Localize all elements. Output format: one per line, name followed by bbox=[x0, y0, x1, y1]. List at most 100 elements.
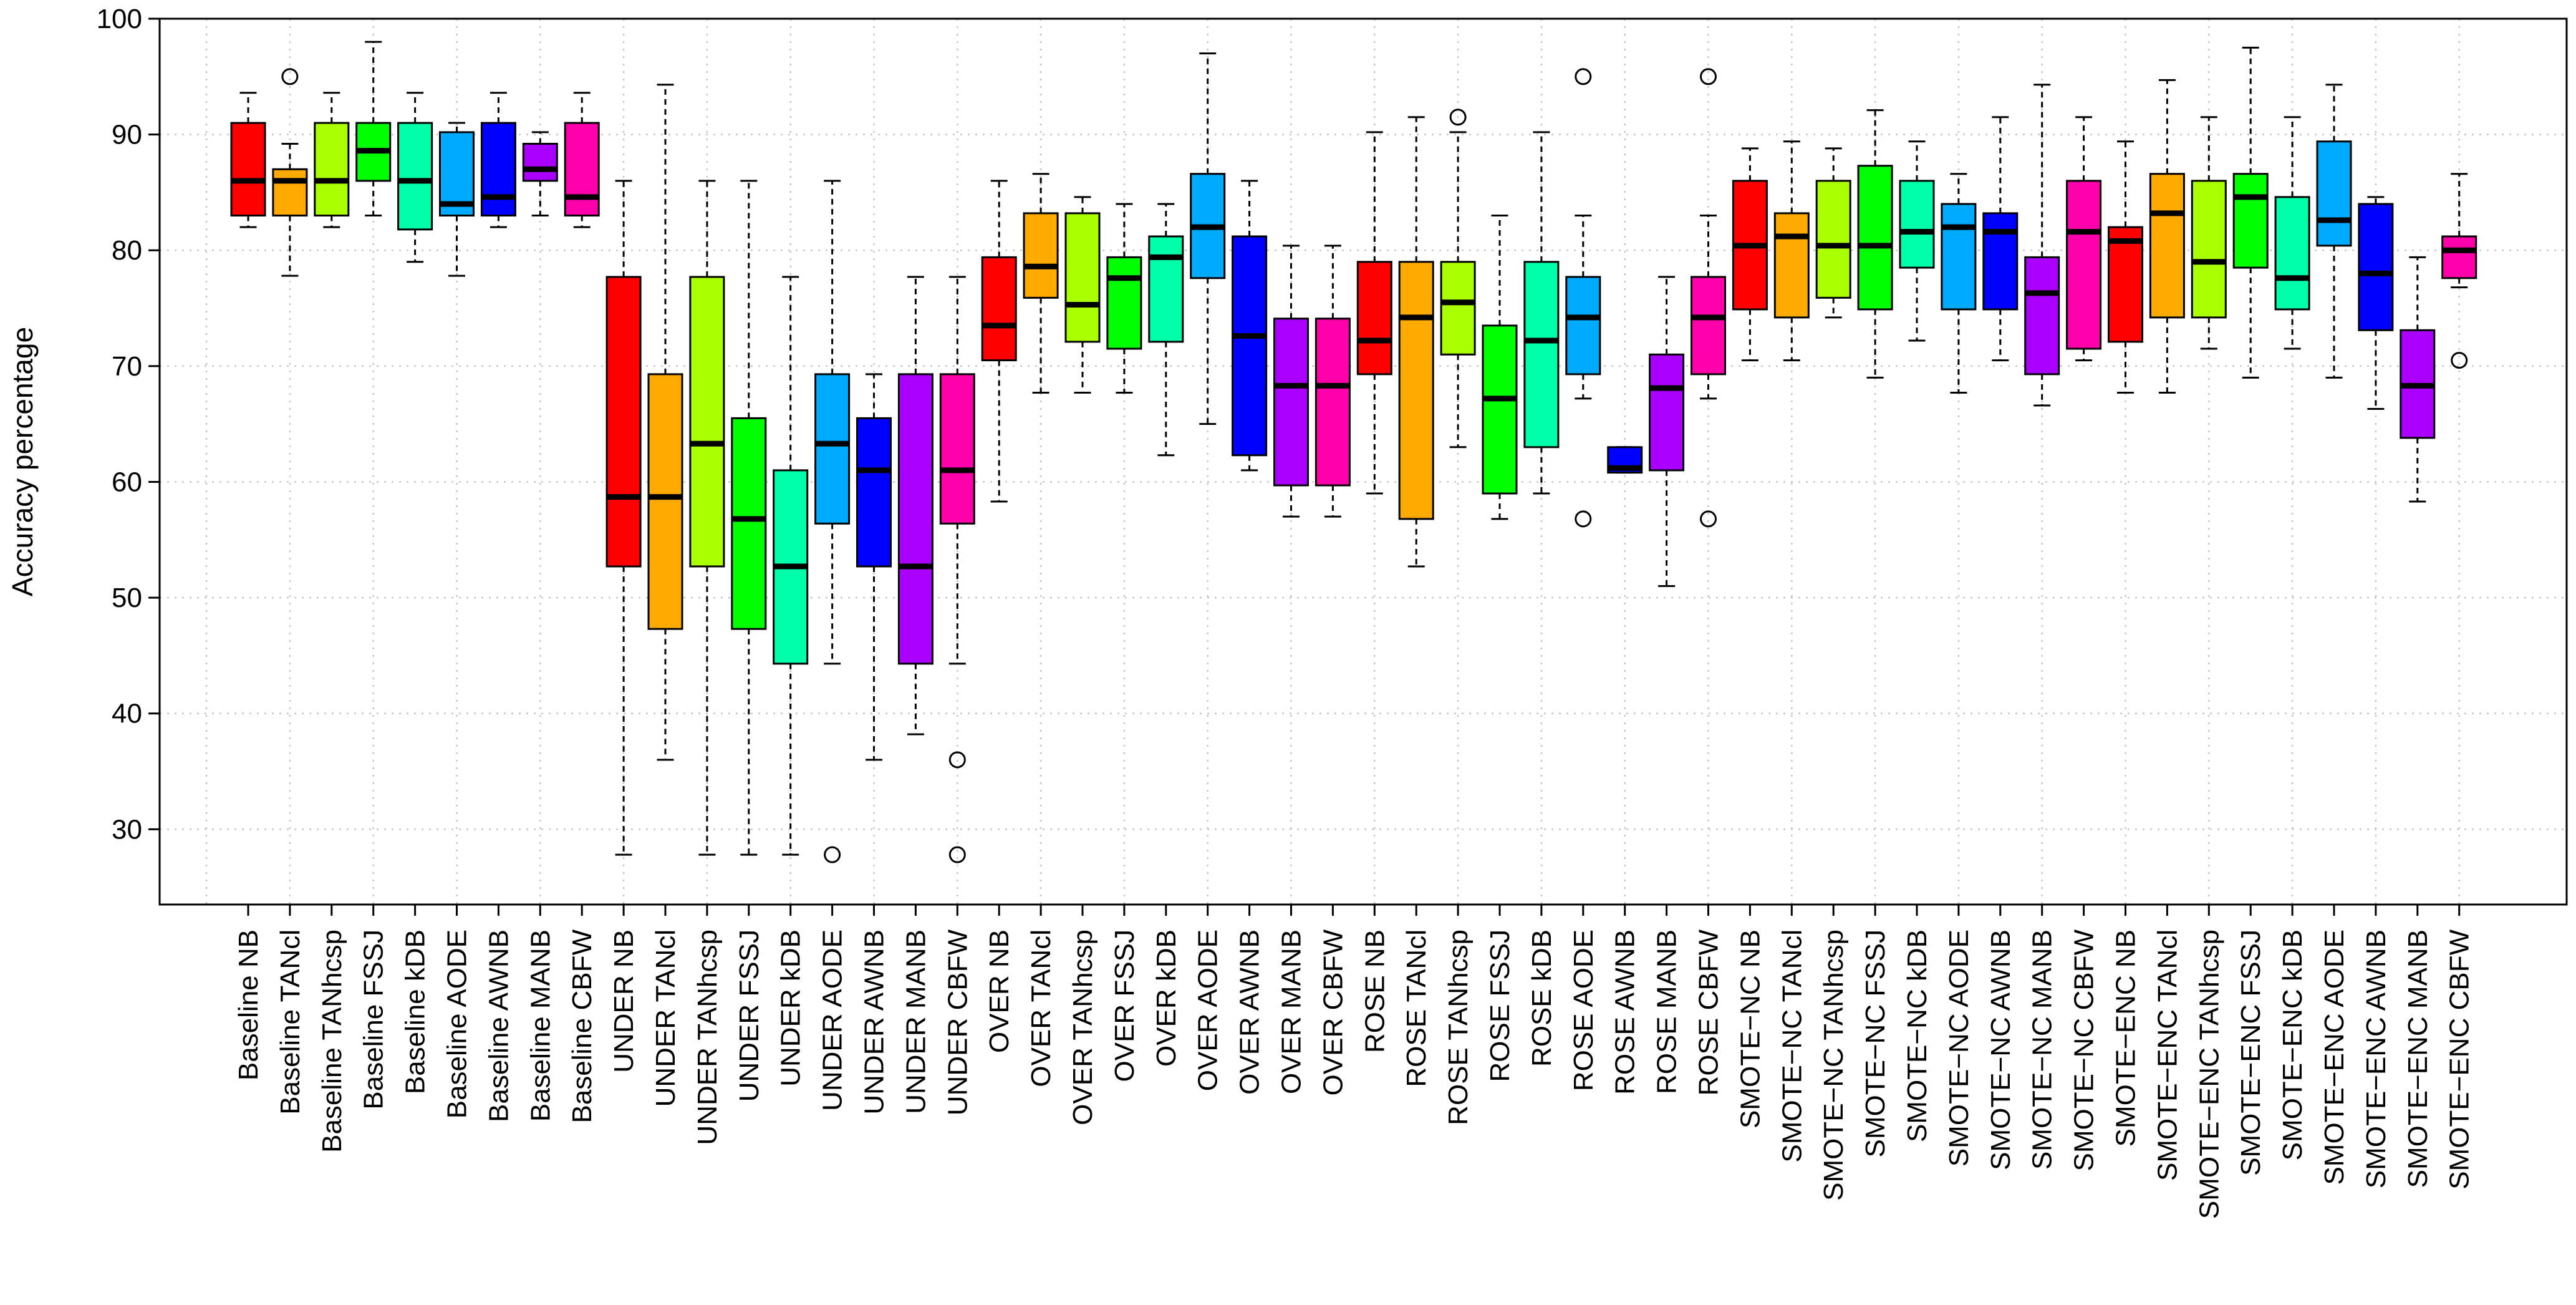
x-tick-label: OVER MANB bbox=[1276, 929, 1307, 1094]
x-tick-label: Baseline CBFW bbox=[567, 929, 597, 1123]
x-tick-label: UNDER TANcl bbox=[650, 929, 681, 1107]
box bbox=[1232, 235, 1268, 457]
x-tick-label: SMOTE−NC TANhcsp bbox=[1818, 929, 1849, 1201]
y-tick-label: 90 bbox=[112, 120, 142, 150]
box bbox=[272, 168, 308, 217]
x-tick-label: UNDER MANB bbox=[900, 929, 931, 1114]
box bbox=[2316, 140, 2352, 247]
x-tick-label: SMOTE−NC AWNB bbox=[1985, 929, 2016, 1170]
box bbox=[2441, 235, 2477, 279]
x-tick-label: ROSE AWNB bbox=[1610, 929, 1641, 1095]
x-tick-label: ROSE TANhcsp bbox=[1443, 929, 1474, 1125]
x-tick-label: UNDER FSSJ bbox=[734, 929, 765, 1102]
x-tick-label: ROSE MANB bbox=[1652, 929, 1682, 1094]
box bbox=[1815, 180, 1851, 299]
box bbox=[1064, 212, 1101, 343]
outlier-point bbox=[948, 751, 966, 769]
x-tick-label: SMOTE−ENC NB bbox=[2111, 929, 2141, 1147]
y-tick-label: 50 bbox=[112, 583, 142, 613]
x-tick-label: Baseline AWNB bbox=[483, 929, 514, 1122]
box bbox=[897, 373, 933, 665]
x-tick-label: SMOTE−ENC TANcl bbox=[2152, 929, 2183, 1181]
x-tick-label: OVER FSSJ bbox=[1109, 929, 1140, 1082]
x-tick-label: OVER AODE bbox=[1193, 929, 1223, 1091]
x-tick-label: SMOTE−ENC TANhcsp bbox=[2194, 929, 2224, 1219]
x-tick-label: OVER TANcl bbox=[1026, 929, 1056, 1087]
box bbox=[397, 122, 433, 231]
outlier-point bbox=[1449, 109, 1467, 126]
x-tick-label: SMOTE−ENC CBFW bbox=[2444, 929, 2475, 1190]
grid bbox=[160, 17, 2567, 905]
outlier-point bbox=[1575, 68, 1592, 85]
x-tick-label: SMOTE−NC CBFW bbox=[2069, 929, 2100, 1172]
x-tick-label: SMOTE−ENC AWNB bbox=[2361, 929, 2391, 1188]
x-tick-label: Baseline kDB bbox=[400, 929, 431, 1094]
box bbox=[1482, 324, 1518, 495]
y-tick-label: 100 bbox=[97, 4, 142, 34]
box bbox=[1106, 256, 1142, 350]
outliers bbox=[281, 68, 2468, 863]
outlier-point bbox=[1575, 510, 1592, 528]
y-tick-label: 80 bbox=[112, 235, 142, 266]
x-axis: Baseline NB Baseline TANcl Baseline TANhcs… bbox=[233, 905, 2475, 1219]
box bbox=[1982, 212, 2019, 311]
box bbox=[314, 122, 350, 217]
box bbox=[522, 142, 558, 182]
x-tick-label: SMOTE−ENC kDB bbox=[2277, 929, 2308, 1160]
x-tick-label: SMOTE−NC MANB bbox=[2027, 929, 2058, 1170]
box bbox=[1565, 276, 1601, 376]
x-tick-label: Baseline FSSJ bbox=[359, 929, 389, 1110]
box bbox=[814, 373, 851, 525]
outlier-point bbox=[824, 846, 841, 863]
x-tick-label: SMOTE−NC AODE bbox=[1944, 929, 1974, 1167]
x-tick-label: OVER AWNB bbox=[1235, 929, 1265, 1095]
box bbox=[1148, 235, 1184, 343]
x-tick-label: OVER NB bbox=[984, 929, 1015, 1053]
whiskers bbox=[239, 41, 2468, 856]
outlier-point bbox=[948, 846, 966, 863]
box bbox=[981, 256, 1017, 362]
x-tick-label: UNDER TANhcsp bbox=[692, 929, 723, 1145]
box bbox=[2108, 226, 2143, 343]
box bbox=[1273, 318, 1309, 487]
x-tick-label: SMOTE−NC TANcl bbox=[1777, 929, 1807, 1163]
x-tick-label: ROSE AODE bbox=[1568, 929, 1599, 1091]
x-tick-label: ROSE TANcl bbox=[1401, 929, 1432, 1087]
x-tick-label: SMOTE−ENC FSSJ bbox=[2236, 929, 2266, 1176]
medians bbox=[231, 148, 2476, 570]
box bbox=[230, 122, 266, 217]
x-tick-label: SMOTE−NC NB bbox=[1735, 929, 1765, 1128]
x-tick-label: ROSE FSSJ bbox=[1485, 929, 1515, 1082]
x-tick-label: OVER TANhcsp bbox=[1068, 929, 1098, 1125]
box bbox=[1523, 261, 1560, 449]
box bbox=[1857, 165, 1893, 311]
box bbox=[480, 122, 516, 217]
box bbox=[2191, 180, 2227, 319]
x-tick-label: SMOTE−NC kDB bbox=[1902, 929, 1932, 1142]
box bbox=[2024, 256, 2060, 376]
x-tick-label: UNDER NB bbox=[609, 929, 639, 1073]
x-tick-label: UNDER AODE bbox=[818, 929, 848, 1111]
box bbox=[731, 417, 767, 630]
box bbox=[2358, 203, 2394, 331]
x-tick-label: Baseline AODE bbox=[442, 929, 473, 1118]
y-tick-label: 60 bbox=[112, 467, 142, 497]
x-tick-label: Baseline MANB bbox=[525, 929, 556, 1122]
boxes bbox=[230, 122, 2477, 665]
x-tick-label: SMOTE−ENC MANB bbox=[2403, 929, 2433, 1188]
box bbox=[1941, 203, 1977, 311]
x-tick-label: OVER CBFW bbox=[1318, 929, 1348, 1096]
x-tick-label: Baseline NB bbox=[233, 929, 264, 1080]
box bbox=[1773, 212, 1810, 319]
x-tick-label: SMOTE−ENC AODE bbox=[2319, 929, 2350, 1185]
box bbox=[605, 276, 642, 568]
box bbox=[1899, 180, 1935, 269]
x-tick-label: ROSE kDB bbox=[1527, 929, 1557, 1067]
box bbox=[2066, 180, 2102, 350]
x-tick-label: ROSE CBFW bbox=[1694, 929, 1724, 1096]
y-axis: 30 40 50 60 70 80 90 100 bbox=[97, 4, 160, 845]
box bbox=[1691, 276, 1726, 376]
x-tick-label: Baseline TANcl bbox=[275, 929, 306, 1115]
box bbox=[1440, 261, 1476, 356]
